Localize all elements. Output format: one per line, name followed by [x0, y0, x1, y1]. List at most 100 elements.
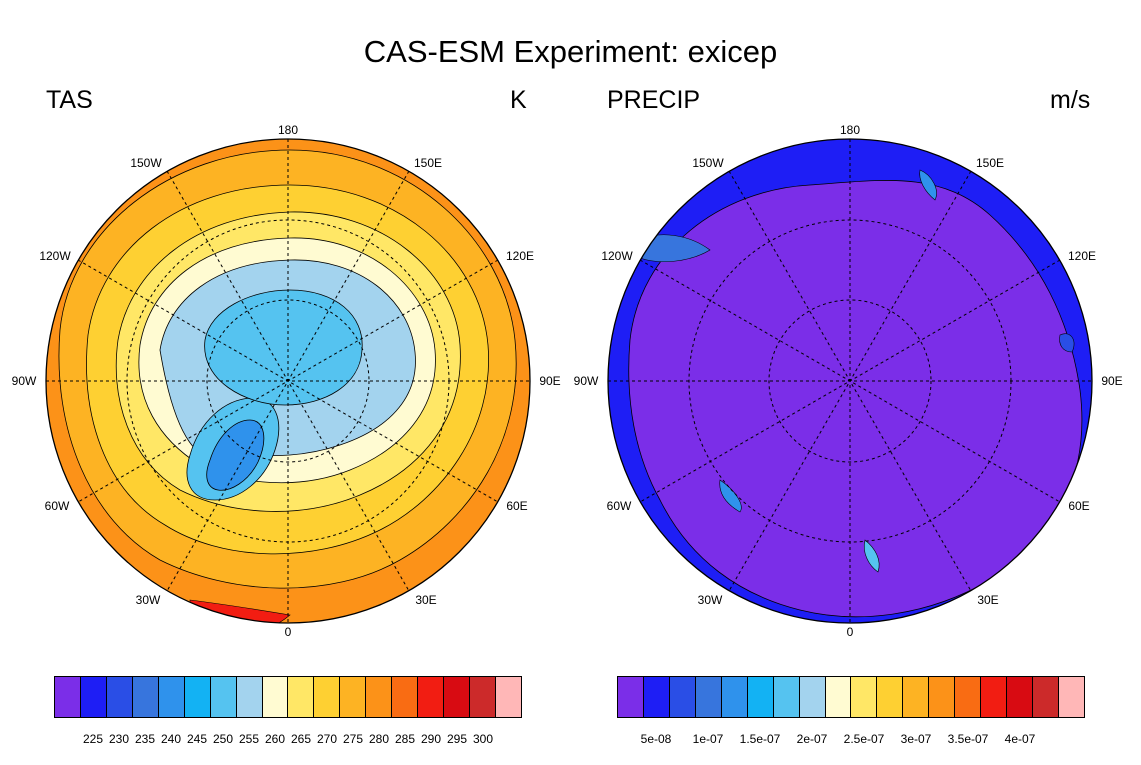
tas-colorbar-swatch [80, 677, 107, 717]
tas-lon-label: 120E [505, 249, 535, 263]
tas-colorbar-label: 250 [212, 732, 234, 746]
tas-colorbar-swatch [236, 677, 263, 717]
tas-lon-label: 60E [506, 499, 528, 513]
tas-lon-label: 30E [415, 593, 437, 607]
tas-lon-label: 60W [44, 499, 70, 513]
precip-band-tropic-3 [863, 539, 880, 573]
tas-colorbar-swatch [262, 677, 289, 717]
tas-variable-label: TAS [46, 86, 93, 114]
tas-lon-label: 150W [130, 156, 162, 170]
precip-colorbar-label: 4e-07 [1004, 732, 1036, 746]
tas-graticule [46, 139, 530, 623]
precip-colorbar-swatch [669, 677, 696, 717]
tas-lon-label: 180 [277, 123, 299, 137]
tas-colorbar-swatch [132, 677, 159, 717]
tas-colorbar-swatch [184, 677, 211, 717]
tas-colorbar-swatch [470, 677, 496, 717]
tas-map-outline [45, 138, 531, 624]
precip-lon-label: 180 [839, 123, 861, 137]
precip-colorbar-swatch [721, 677, 748, 717]
tas-tropics-hot [189, 599, 291, 623]
tas-lon-label: 90E [539, 374, 561, 388]
tas-colorbar-swatch [158, 677, 185, 717]
precip-lon-label: 60E [1068, 499, 1090, 513]
precip-map [608, 139, 1092, 623]
tas-colorbar-swatch [495, 677, 521, 717]
tas-colorbar-swatch [210, 677, 237, 717]
tas-colorbar-label: 295 [446, 732, 468, 746]
tas-colorbar-swatch [106, 677, 133, 717]
tas-colorbar-swatch [366, 677, 393, 717]
tas-greenland-core [206, 419, 265, 491]
precip-colorbar-swatch [955, 677, 982, 717]
tas-colorbar-swatch [314, 677, 341, 717]
precip-colorbar-label: 5e-08 [640, 732, 672, 746]
precip-lon-label: 150W [692, 156, 724, 170]
precip-colorbar-swatch [1007, 677, 1033, 717]
precip-graticule [608, 139, 1092, 623]
tas-colorbar-swatch [340, 677, 367, 717]
tas-colorbar-label: 270 [316, 732, 338, 746]
tas-colorbar-swatch [392, 677, 419, 717]
precip-lon-label: 90E [1101, 374, 1123, 388]
tas-lon-label: 90W [11, 374, 37, 388]
tas-colorbar-label: 230 [108, 732, 130, 746]
tas-colorbar-label: 245 [186, 732, 208, 746]
precip-colorbar-label: 2e-07 [796, 732, 828, 746]
tas-colorbar-swatch [55, 677, 81, 717]
precip-variable-label: PRECIP [607, 86, 701, 114]
precip-lon-label: 30W [697, 593, 723, 607]
precip-colorbar-swatch [695, 677, 722, 717]
precip-colorbar-swatch [981, 677, 1008, 717]
precip-lon-label: 120W [601, 249, 633, 263]
tas-colorbar [54, 676, 522, 718]
precip-colorbar-swatch [851, 677, 878, 717]
precip-lon-label: 0 [846, 625, 854, 639]
precip-colorbar-swatch [825, 677, 852, 717]
precip-colorbar-swatch [747, 677, 774, 717]
tas-colorbar-label: 290 [420, 732, 442, 746]
precip-band-tropic-5 [1059, 333, 1075, 353]
precip-colorbar-swatch [799, 677, 826, 717]
precip-lon-label: 150E [975, 156, 1005, 170]
tas-colorbar-label: 235 [134, 732, 156, 746]
precip-lon-label: 90W [573, 374, 599, 388]
precip-colorbar-swatch [877, 677, 904, 717]
tas-colorbar-swatch [418, 677, 445, 717]
tas-lon-label: 0 [284, 625, 292, 639]
tas-colorbar-label: 255 [238, 732, 260, 746]
precip-colorbar-swatch [929, 677, 956, 717]
precip-colorbar-swatch [773, 677, 800, 717]
tas-colorbar-label: 225 [82, 732, 104, 746]
tas-lon-label: 30W [135, 593, 161, 607]
precip-colorbar-swatch [903, 677, 930, 717]
tas-lon-label: 150E [413, 156, 443, 170]
precip-colorbar-swatch [618, 677, 644, 717]
tas-lon-label: 120W [39, 249, 71, 263]
tas-colorbar-swatch [444, 677, 470, 717]
tas-units-label: K [510, 86, 527, 114]
tas-map [46, 139, 530, 623]
tas-colorbar-label: 265 [290, 732, 312, 746]
tas-colorbar-label: 240 [160, 732, 182, 746]
precip-colorbar-label: 3.5e-07 [947, 732, 989, 746]
precip-colorbar-label: 3e-07 [900, 732, 932, 746]
precip-map-outline [607, 138, 1093, 624]
precip-colorbar-swatch [1033, 677, 1059, 717]
tas-colorbar-swatch [288, 677, 315, 717]
tas-colorbar-label: 280 [368, 732, 390, 746]
precip-lon-label: 120E [1067, 249, 1097, 263]
tas-arctic-core [204, 289, 363, 406]
precip-colorbar [617, 676, 1085, 718]
precip-colorbar-swatch [643, 677, 670, 717]
precip-lon-label: 30E [977, 593, 999, 607]
precip-units-label: m/s [1050, 86, 1091, 114]
precip-colorbar-label: 1.5e-07 [739, 732, 781, 746]
precip-colorbar-swatch [1058, 677, 1084, 717]
tas-colorbar-label: 285 [394, 732, 416, 746]
precip-colorbar-label: 1e-07 [692, 732, 724, 746]
precip-band-tropic-4 [919, 169, 937, 201]
tas-colorbar-label: 300 [472, 732, 494, 746]
tas-colorbar-label: 260 [264, 732, 286, 746]
